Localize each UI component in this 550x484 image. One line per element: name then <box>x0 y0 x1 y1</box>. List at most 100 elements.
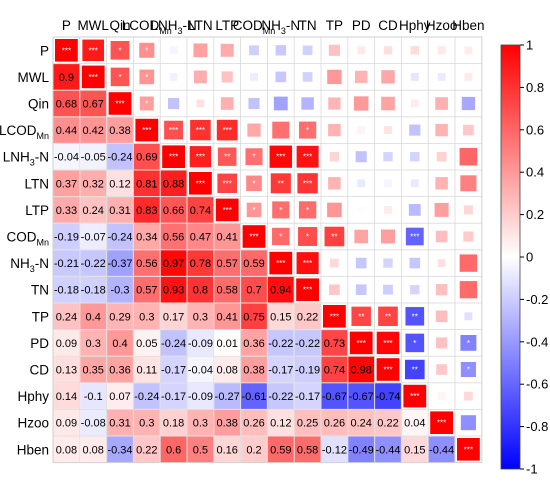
significance-mark: * <box>252 179 255 188</box>
heat-cell <box>294 303 321 330</box>
heat-cell <box>267 356 294 383</box>
heat-cell <box>214 223 241 250</box>
significance-mark: *** <box>196 153 205 162</box>
heat-cell <box>53 117 80 143</box>
heat-square <box>436 337 448 349</box>
heat-square <box>302 72 313 82</box>
column-label: TP <box>326 18 343 33</box>
heat-cell <box>160 383 187 409</box>
heat-cell <box>294 436 321 463</box>
cell-value-label: 0.2 <box>246 444 261 456</box>
heat-square <box>383 258 393 268</box>
significance-mark: *** <box>89 46 98 55</box>
heat-square <box>328 123 341 137</box>
heat-cell <box>294 383 321 409</box>
cell-value-label: 0.44 <box>56 125 77 137</box>
cell-value-label: 0.22 <box>136 444 157 456</box>
cell-value-label: -0.3 <box>111 285 130 297</box>
row-label: CODMn <box>6 230 49 248</box>
cell-value-label: 0.26 <box>243 418 264 430</box>
heat-square <box>355 151 367 163</box>
heat-cell <box>80 409 107 436</box>
cell-value-label: 0.24 <box>350 418 371 430</box>
cell-value-label: -0.12 <box>322 444 347 456</box>
diagonal-square <box>269 251 293 275</box>
cell-value-label: -0.07 <box>81 232 106 244</box>
diagonal-square <box>323 305 346 328</box>
cell-value-label: 0.56 <box>136 258 157 270</box>
cell-value-label: 0.41 <box>216 232 237 244</box>
heat-square <box>357 179 366 188</box>
cell-value-label: -0.24 <box>134 391 159 403</box>
cell-value-label: -0.24 <box>107 232 132 244</box>
significance-mark: ** <box>412 312 418 321</box>
heat-square <box>189 146 212 168</box>
heat-square <box>410 285 420 295</box>
heat-cell <box>160 330 187 356</box>
significance-mark: *** <box>357 339 366 348</box>
row-label: NH3-N <box>10 256 49 274</box>
heat-square <box>168 97 180 110</box>
cell-value-label: 0.94 <box>270 285 291 297</box>
cell-value-label: 0.75 <box>243 311 264 323</box>
heat-square <box>327 202 342 218</box>
cell-value-label: -0.61 <box>241 391 266 403</box>
heat-cell <box>80 223 107 250</box>
heat-square <box>329 284 340 296</box>
cell-value-label: 0.36 <box>109 365 130 377</box>
heat-cell <box>53 303 80 330</box>
significance-mark: *** <box>142 126 151 135</box>
heat-cell <box>133 330 160 356</box>
heat-square <box>383 46 393 55</box>
heat-square <box>463 391 473 401</box>
significance-mark: ** <box>278 179 284 188</box>
row-label: P <box>40 43 49 58</box>
significance-mark: *** <box>62 46 71 55</box>
cell-value-label: 0.3 <box>139 418 154 430</box>
heat-square <box>296 145 319 168</box>
cell-value-label: 0.18 <box>163 418 184 430</box>
heat-cell <box>107 409 133 436</box>
heat-square <box>248 97 260 110</box>
column-label: Hben <box>452 18 484 33</box>
colorbar-tick-label: -0.8 <box>526 419 548 434</box>
significance-mark: * <box>252 153 255 162</box>
heat-cell <box>80 383 107 409</box>
heat-cell <box>160 170 187 197</box>
heat-square <box>460 334 477 351</box>
heat-square <box>435 177 448 190</box>
heat-square <box>376 331 400 355</box>
heat-square <box>221 71 233 83</box>
diagonal-square <box>296 278 319 301</box>
heat-cell <box>401 409 428 436</box>
heat-cell <box>107 356 133 383</box>
heat-square <box>464 72 473 81</box>
heat-cell <box>80 330 107 356</box>
diagonal-square <box>215 198 239 222</box>
column-label: LTN <box>188 18 213 33</box>
significance-mark: * <box>306 233 309 242</box>
cell-value-label: 0.08 <box>56 444 77 456</box>
significance-mark: *** <box>303 153 312 162</box>
heat-cell <box>294 409 321 436</box>
heat-square <box>353 96 369 111</box>
cell-value-label: -0.44 <box>375 444 400 456</box>
significance-mark: *** <box>169 126 178 135</box>
heat-square <box>384 179 392 188</box>
heat-square <box>384 205 392 214</box>
cell-value-label: 0.38 <box>243 365 264 377</box>
cell-value-label: 0.31 <box>109 205 130 217</box>
heat-square <box>354 229 369 244</box>
significance-mark: *** <box>196 126 205 135</box>
heat-cell <box>267 303 294 330</box>
colorbar-tick-label: 0.2 <box>526 207 544 222</box>
heat-square <box>378 306 398 327</box>
significance-mark: *** <box>383 366 392 375</box>
heat-square <box>405 227 424 246</box>
cell-value-label: 0.01 <box>216 338 237 350</box>
heat-square <box>296 252 319 275</box>
cell-value-label: 0.24 <box>82 205 103 217</box>
heat-cell <box>187 250 214 276</box>
heat-cell <box>133 356 160 383</box>
